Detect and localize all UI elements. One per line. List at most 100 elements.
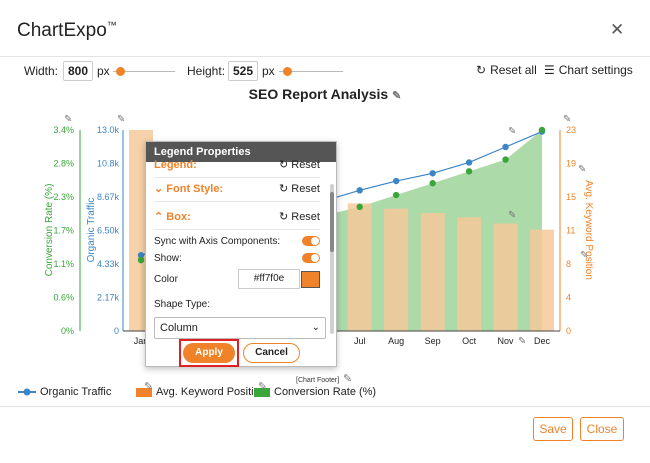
cancel-button[interactable]: Cancel (243, 343, 300, 363)
conversion-point (465, 168, 473, 175)
organic-traffic-point (392, 177, 400, 185)
color-label: Color (154, 274, 178, 285)
width-unit: px (97, 64, 110, 78)
legend-reset-link[interactable]: ↻ Reset (278, 159, 320, 171)
edit-legend-icon[interactable]: ✎ (258, 381, 268, 393)
x-tick-label: Sep (425, 336, 441, 346)
settings-sliders-icon: ☰ (544, 63, 555, 77)
right-tick-label: 4 (566, 293, 571, 303)
edit-footer-icon[interactable]: ✎ (343, 373, 353, 385)
edit-pencil-icon: ✎ (518, 336, 526, 347)
save-button[interactable]: Save (533, 417, 573, 441)
right-tick-label: 0 (566, 326, 571, 336)
right-tick-label: 15 (566, 192, 576, 202)
chart-footer-label[interactable]: [Chart Footer] (296, 377, 340, 384)
left-inner-tick-label: 2.17k (97, 293, 120, 303)
panel-anchor (145, 141, 146, 142)
chart-title-text: SEO Report Analysis (248, 86, 389, 102)
close-button[interactable]: Close (580, 417, 624, 441)
chart-title: SEO Report Analysis ✎ (0, 86, 650, 102)
x-tick-label: Oct (462, 336, 477, 346)
panel-scrollbar[interactable] (330, 184, 334, 334)
organic-traffic-point (137, 252, 145, 259)
keyword-position-bar (493, 223, 518, 331)
sync-axis-toggle[interactable] (302, 236, 320, 246)
width-input[interactable]: 800 (63, 61, 93, 81)
organic-traffic-point (502, 143, 509, 151)
conversion-point (538, 126, 546, 134)
box-section-title: ⌃ Box: (154, 211, 191, 223)
legend-item-keyword-position[interactable]: Avg. Keyword Position (136, 386, 266, 398)
footer-divider (0, 406, 650, 407)
legend-label: Avg. Keyword Position (156, 386, 266, 398)
left-inner-tick-label: 10.8k (97, 159, 120, 169)
reset-all-label: Reset all (490, 63, 537, 77)
left-outer-tick-label: 1.7% (53, 226, 74, 236)
apply-highlight: Apply (179, 339, 239, 367)
panel-scroll-thumb[interactable] (330, 192, 334, 252)
edit-legend-icon[interactable]: ✎ (144, 381, 154, 393)
height-input[interactable]: 525 (228, 61, 258, 81)
width-slider-knob[interactable] (116, 67, 125, 76)
legend-section-row[interactable]: Legend: ↻ Reset (154, 152, 320, 178)
line-marker-icon (18, 388, 36, 396)
reset-all-button[interactable]: ↻ Reset all (476, 63, 537, 77)
legend-item-organic-traffic[interactable]: Organic Traffic (18, 386, 111, 398)
header-divider (0, 56, 650, 57)
conversion-point (137, 256, 145, 264)
chart-settings-button[interactable]: ☰ Chart settings (544, 63, 633, 77)
x-tick-label: Jan (134, 336, 149, 346)
close-icon[interactable]: ✕ (610, 20, 625, 39)
x-tick-label: Aug (388, 336, 404, 346)
chevron-up-icon: ⌃ (154, 211, 167, 223)
right-tick-label: 19 (566, 159, 576, 169)
organic-traffic-point (465, 159, 473, 166)
column-marker-icon (136, 388, 152, 397)
left-inner-tick-label: 0 (114, 326, 119, 336)
panel-title: Legend Properties (146, 142, 336, 162)
legend-label: Organic Traffic (40, 386, 112, 398)
edit-pencil-icon: ✎ (578, 164, 586, 175)
height-slider[interactable] (279, 71, 343, 72)
right-tick-label: 8 (566, 259, 571, 269)
legend-properties-panel: Legend Properties Legend: ↻ Reset ⌄ Font… (145, 141, 337, 367)
left-inner-axis-title: Organic Traffic (86, 198, 97, 263)
color-swatch[interactable] (301, 271, 320, 288)
keyword-position-bar (420, 213, 445, 331)
chart-settings-label: Chart settings (558, 63, 633, 77)
show-toggle[interactable] (302, 253, 320, 263)
left-outer-tick-label: 1.1% (53, 259, 74, 269)
color-hex-input[interactable]: #ff7f0e (238, 269, 300, 289)
reset-icon: ↻ (476, 63, 487, 77)
apply-button[interactable]: Apply (183, 343, 235, 363)
left-inner-tick-label: 6.50k (97, 226, 120, 236)
organic-traffic-point (356, 187, 363, 194)
conversion-point (392, 191, 400, 199)
shape-type-label: Shape Type: (154, 299, 210, 310)
font-style-reset-link[interactable]: ↻ Reset (278, 183, 320, 195)
x-tick-label: Nov (498, 336, 515, 346)
edit-title-icon[interactable]: ✎ (392, 90, 402, 102)
width-slider[interactable] (113, 71, 175, 72)
left-outer-tick-label: 0.6% (53, 293, 74, 303)
x-tick-label: Jul (354, 336, 366, 346)
left-outer-tick-label: 0% (61, 326, 74, 336)
legend-item-conversion-rate[interactable]: Conversion Rate (%) (254, 386, 376, 398)
right-axis-title: Avg. Keyword Position (583, 180, 594, 280)
width-label: Width: (24, 64, 59, 78)
height-slider-knob[interactable] (283, 67, 292, 76)
font-style-section-row[interactable]: ⌄ Font Style: ↻ Reset (154, 176, 320, 202)
box-section-row[interactable]: ⌃ Box: ↻ Reset (154, 204, 320, 230)
left-inner-tick-label: 8.67k (97, 192, 120, 202)
height-unit: px (262, 64, 275, 78)
height-label: Height: (187, 64, 226, 78)
shape-type-select[interactable]: Column ⌄ (154, 317, 326, 339)
edit-pencil-icon: ✎ (508, 210, 516, 221)
left-outer-tick-label: 2.3% (53, 192, 74, 202)
keyword-position-bar (457, 217, 482, 331)
area-marker-icon (254, 388, 270, 397)
app-title: ChartExpo™ (17, 20, 117, 41)
left-inner-tick-label: 13.0k (97, 125, 120, 135)
box-reset-link[interactable]: ↻ Reset (278, 211, 320, 223)
conversion-point (429, 180, 436, 187)
